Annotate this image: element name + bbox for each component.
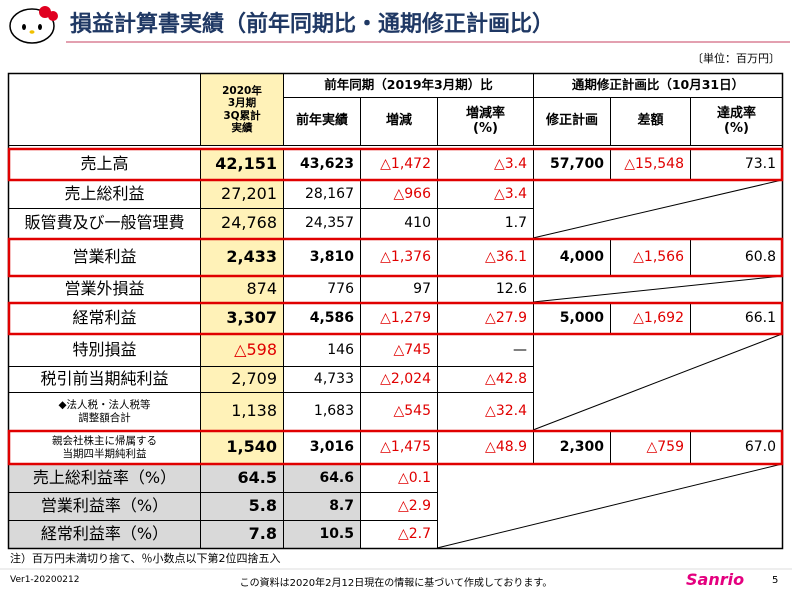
unit: 〔単位：百万円〕 — [692, 52, 780, 65]
table-cell: 24,768 — [200, 208, 284, 239]
table-cell: 28,167 — [283, 180, 361, 209]
column-header: 増減率 (%) — [437, 97, 534, 146]
page-number: 5 — [772, 575, 779, 586]
title: 損益計算書実績（前年同期比・通期修正計画比） — [70, 12, 555, 37]
diagonal — [532, 275, 783, 303]
table-cell: △598 — [200, 334, 284, 367]
table-cell: 3,810 — [283, 238, 361, 277]
table-cell: 1,138 — [200, 392, 284, 431]
table-cell: △0.1 — [360, 464, 438, 493]
diagonal — [532, 179, 783, 239]
empty-block — [533, 276, 783, 303]
table-cell: 2,300 — [533, 430, 611, 465]
table-cell: △15,548 — [610, 148, 691, 181]
empty-block — [533, 334, 783, 431]
version: Ver1-20200212 — [10, 575, 80, 585]
table-cell: 60.8 — [690, 238, 783, 277]
table-cell: 1,683 — [283, 392, 361, 431]
highlight-frame — [7, 429, 784, 466]
table-cell: △32.4 — [437, 392, 534, 431]
table-cell: 2,709 — [200, 366, 284, 393]
table-cell: 57,700 — [533, 148, 611, 181]
disclaimer: この資料は2020年2月12日現在の情報に基づいて作成しております。 — [239, 578, 553, 589]
row-label: 売上高 — [8, 148, 201, 181]
table-cell: △42.8 — [437, 366, 534, 393]
empty-block — [533, 180, 783, 239]
note: 注）百万円未満切り捨て、％小数点以下第2位四捨五入 — [10, 552, 281, 565]
highlight-frame — [7, 301, 784, 336]
table-cell: △2.7 — [360, 520, 438, 549]
table-cell: △2.9 — [360, 492, 438, 521]
table-cell: 5.8 — [200, 492, 284, 521]
diagonal — [532, 333, 783, 431]
table-cell: △759 — [610, 430, 691, 465]
table-cell: 8.7 — [283, 492, 361, 521]
table-cell: 42,151 — [200, 148, 284, 181]
row-label: ◆法人税・法人税等 調整額合計 — [8, 392, 201, 431]
highlight-frame — [7, 147, 784, 182]
table-cell: △1,692 — [610, 302, 691, 335]
table-cell: △545 — [360, 392, 438, 431]
table-cell: 43,623 — [283, 148, 361, 181]
table-cell: 7.8 — [200, 520, 284, 549]
table-cell: 27,201 — [200, 180, 284, 209]
table-frame — [7, 72, 784, 550]
table-cell: △3.4 — [437, 148, 534, 181]
diagonal — [436, 463, 783, 549]
table-cell: △1,279 — [360, 302, 438, 335]
table-cell: 10.5 — [283, 520, 361, 549]
table-cell: 410 — [360, 208, 438, 239]
logo: Sanrio — [686, 570, 745, 589]
table-cell: △1,472 — [360, 148, 438, 181]
table-cell: △1,475 — [360, 430, 438, 465]
table-cell: △36.1 — [437, 238, 534, 277]
highlight-frame — [7, 237, 784, 278]
table-cell: △27.9 — [437, 302, 534, 335]
row-label: 販管費及び一般管理費 — [8, 208, 201, 239]
table-cell: 4,586 — [283, 302, 361, 335]
empty-block — [437, 464, 783, 549]
